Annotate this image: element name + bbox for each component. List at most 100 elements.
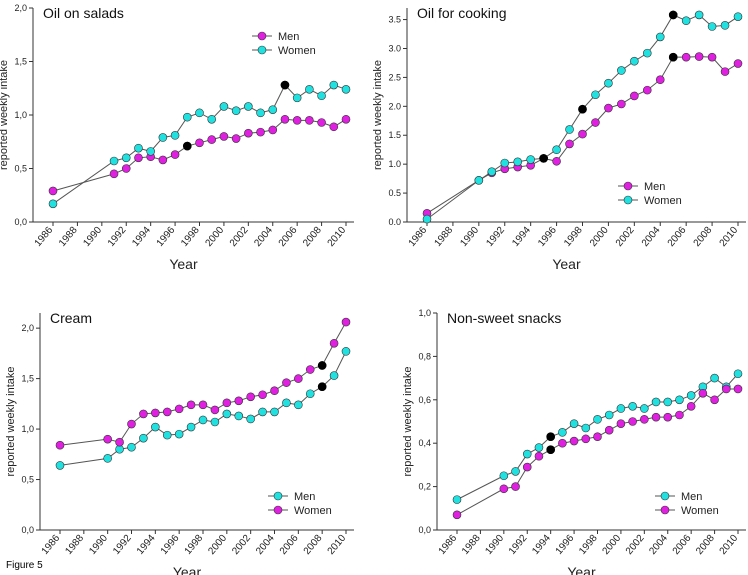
data-point: [511, 482, 520, 491]
data-point: [569, 419, 579, 428]
data-point: [578, 129, 587, 139]
x-tick-label: 2002: [230, 533, 253, 557]
data-point: [604, 410, 614, 420]
data-point: [219, 102, 229, 111]
data-point: [681, 16, 691, 26]
data-point: [526, 155, 535, 164]
legend-label: Women: [681, 505, 719, 517]
data-point: [558, 438, 567, 448]
x-tick-label: 1998: [577, 533, 600, 557]
x-tick-label: 1992: [484, 225, 507, 249]
data-point: [146, 147, 155, 156]
x-tick-label: 2000: [588, 225, 611, 249]
data-point: [686, 391, 696, 400]
y-tick-label: 2,0: [21, 323, 34, 333]
data-point: [207, 114, 217, 124]
highlight-point: [546, 432, 555, 441]
data-point: [115, 437, 124, 447]
data-point: [733, 384, 743, 394]
y-axis-label: reported weekly intake: [402, 366, 414, 476]
legend-label: Women: [278, 45, 316, 57]
series-line: [456, 388, 738, 516]
data-point: [246, 392, 255, 402]
x-tick-label: 1990: [87, 533, 110, 557]
data-point: [231, 134, 241, 143]
highlight-point: [546, 445, 555, 455]
data-point: [121, 153, 131, 163]
x-tick-label: 1996: [536, 225, 559, 249]
x-tick-label: 1988: [57, 225, 80, 249]
data-point: [268, 125, 278, 135]
data-point: [642, 85, 652, 95]
x-tick-label: 2004: [640, 225, 663, 249]
highlight-point: [668, 52, 678, 62]
data-point: [234, 411, 244, 421]
data-point: [256, 108, 265, 118]
data-point: [675, 395, 684, 405]
data-point: [675, 410, 684, 420]
data-point: [581, 434, 591, 444]
data-point: [294, 374, 303, 383]
data-point: [733, 12, 743, 21]
data-point: [207, 135, 217, 144]
data-point: [48, 199, 58, 209]
data-point: [628, 402, 637, 411]
data-point: [651, 412, 661, 422]
data-point: [292, 116, 302, 125]
data-point: [617, 99, 626, 109]
y-tick-label: 1,0: [21, 424, 34, 434]
data-point: [513, 157, 523, 167]
data-point: [170, 131, 180, 140]
x-tick-label: 1998: [562, 225, 585, 249]
x-tick-label: 2010: [326, 533, 349, 557]
data-point: [234, 396, 244, 406]
data-point: [55, 461, 65, 470]
data-point: [139, 409, 148, 419]
data-point: [651, 397, 661, 407]
data-point: [591, 118, 600, 127]
chart-title: Cream: [50, 310, 92, 326]
y-tick-label: 0,2: [418, 482, 431, 492]
data-point: [604, 78, 613, 88]
data-point: [222, 398, 232, 408]
data-point: [305, 365, 315, 374]
data-point: [103, 434, 112, 444]
data-point: [569, 436, 579, 446]
data-point: [710, 373, 719, 383]
legend-marker: [273, 491, 283, 501]
data-point: [642, 48, 652, 58]
legend-label: Women: [294, 505, 332, 517]
x-tick-label: 1986: [407, 225, 430, 249]
data-point: [499, 484, 509, 494]
data-point: [127, 419, 136, 429]
highlight-point: [539, 154, 548, 163]
x-tick-label: 1994: [130, 225, 153, 249]
chart-panel-1: 0,0 0,5 1,0 1,5 2,0 1986 1988 1990 1992 1994 1996 1…: [0, 3, 354, 272]
data-point: [565, 139, 574, 149]
highlight-point: [578, 104, 587, 114]
y-tick-label: 1,5: [14, 57, 27, 67]
data-point: [305, 389, 315, 399]
data-point: [474, 176, 484, 185]
legend-marker: [660, 491, 670, 501]
data-point: [329, 80, 339, 90]
data-point: [256, 127, 265, 137]
chart-title: Oil for cooking: [417, 5, 506, 21]
x-tick-label: 2004: [647, 533, 670, 557]
chart-title: Non-sweet snacks: [447, 310, 561, 326]
data-point: [341, 114, 351, 124]
x-tick-label: 1986: [40, 533, 63, 557]
highlight-point: [317, 361, 327, 370]
data-point: [282, 378, 291, 387]
y-tick-label: 0,0: [14, 217, 27, 227]
x-tick-label: 1994: [530, 533, 553, 557]
y-tick-label: 0,5: [14, 164, 27, 174]
x-tick-label: 2002: [614, 225, 637, 249]
data-point: [341, 347, 351, 356]
data-point: [694, 10, 704, 20]
y-tick-label: 1.5: [388, 130, 401, 140]
y-tick-label: 3.0: [388, 43, 401, 53]
data-point: [158, 133, 168, 142]
y-axis-label: reported weekly intake: [0, 60, 10, 170]
y-tick-label: 0,0: [21, 525, 34, 535]
